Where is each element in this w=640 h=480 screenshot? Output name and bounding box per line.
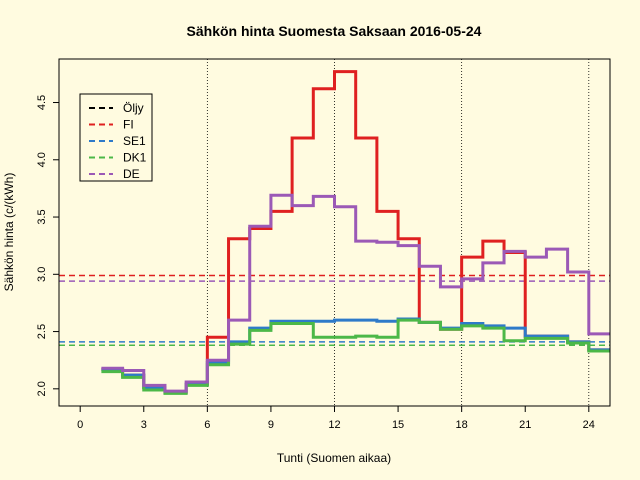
x-tick-label-21: 21 xyxy=(519,419,531,431)
legend-label-de: DE xyxy=(123,167,140,181)
x-tick-label-18: 18 xyxy=(456,419,468,431)
x-tick-label-0: 0 xyxy=(77,419,83,431)
legend-label-dk1: DK1 xyxy=(123,151,147,165)
axes: 0 3 6 9 12 15 18 21 24 2.0 2.5 3.0 3.5 4.0 4.5 xyxy=(36,58,611,431)
legend-box xyxy=(79,93,153,182)
x-tick-label-12: 12 xyxy=(328,419,340,431)
legend-label-fi: FI xyxy=(123,118,134,132)
x-axis-label: Tunti (Suomen aikaa) xyxy=(277,451,391,465)
series-line-de xyxy=(101,193,610,393)
y-axis-label: Sähkön hinta (c/(kWh) xyxy=(2,173,16,292)
series-line-dk1 xyxy=(101,318,610,395)
vertical-guides xyxy=(206,59,590,406)
y-tick-label-3: 3.0 xyxy=(36,267,48,282)
x-tick-label-3: 3 xyxy=(141,419,147,431)
x-tick-label-24: 24 xyxy=(583,419,595,431)
legend: Öljy FI SE1 DK1 DE xyxy=(79,93,153,182)
mean-lines xyxy=(59,274,610,347)
legend-label-se1: SE1 xyxy=(123,134,146,148)
series-lines xyxy=(101,70,610,395)
x-tick-label-6: 6 xyxy=(204,419,210,431)
y-tick-label-2: 2.0 xyxy=(36,381,48,396)
chart-title: Sähkön hinta Suomesta Saksaan 2016-05-24 xyxy=(187,23,482,39)
y-tick-label-4.5: 4.5 xyxy=(36,95,48,110)
y-tick-label-3.5: 3.5 xyxy=(36,209,48,224)
y-tick-label-2.5: 2.5 xyxy=(36,324,48,339)
series-line-se1 xyxy=(101,317,610,394)
y-tick-label-4: 4.0 xyxy=(36,152,48,167)
x-tick-label-15: 15 xyxy=(392,419,404,431)
x-tick-label-9: 9 xyxy=(268,419,274,431)
legend-label-öljy: Öljy xyxy=(123,101,144,115)
